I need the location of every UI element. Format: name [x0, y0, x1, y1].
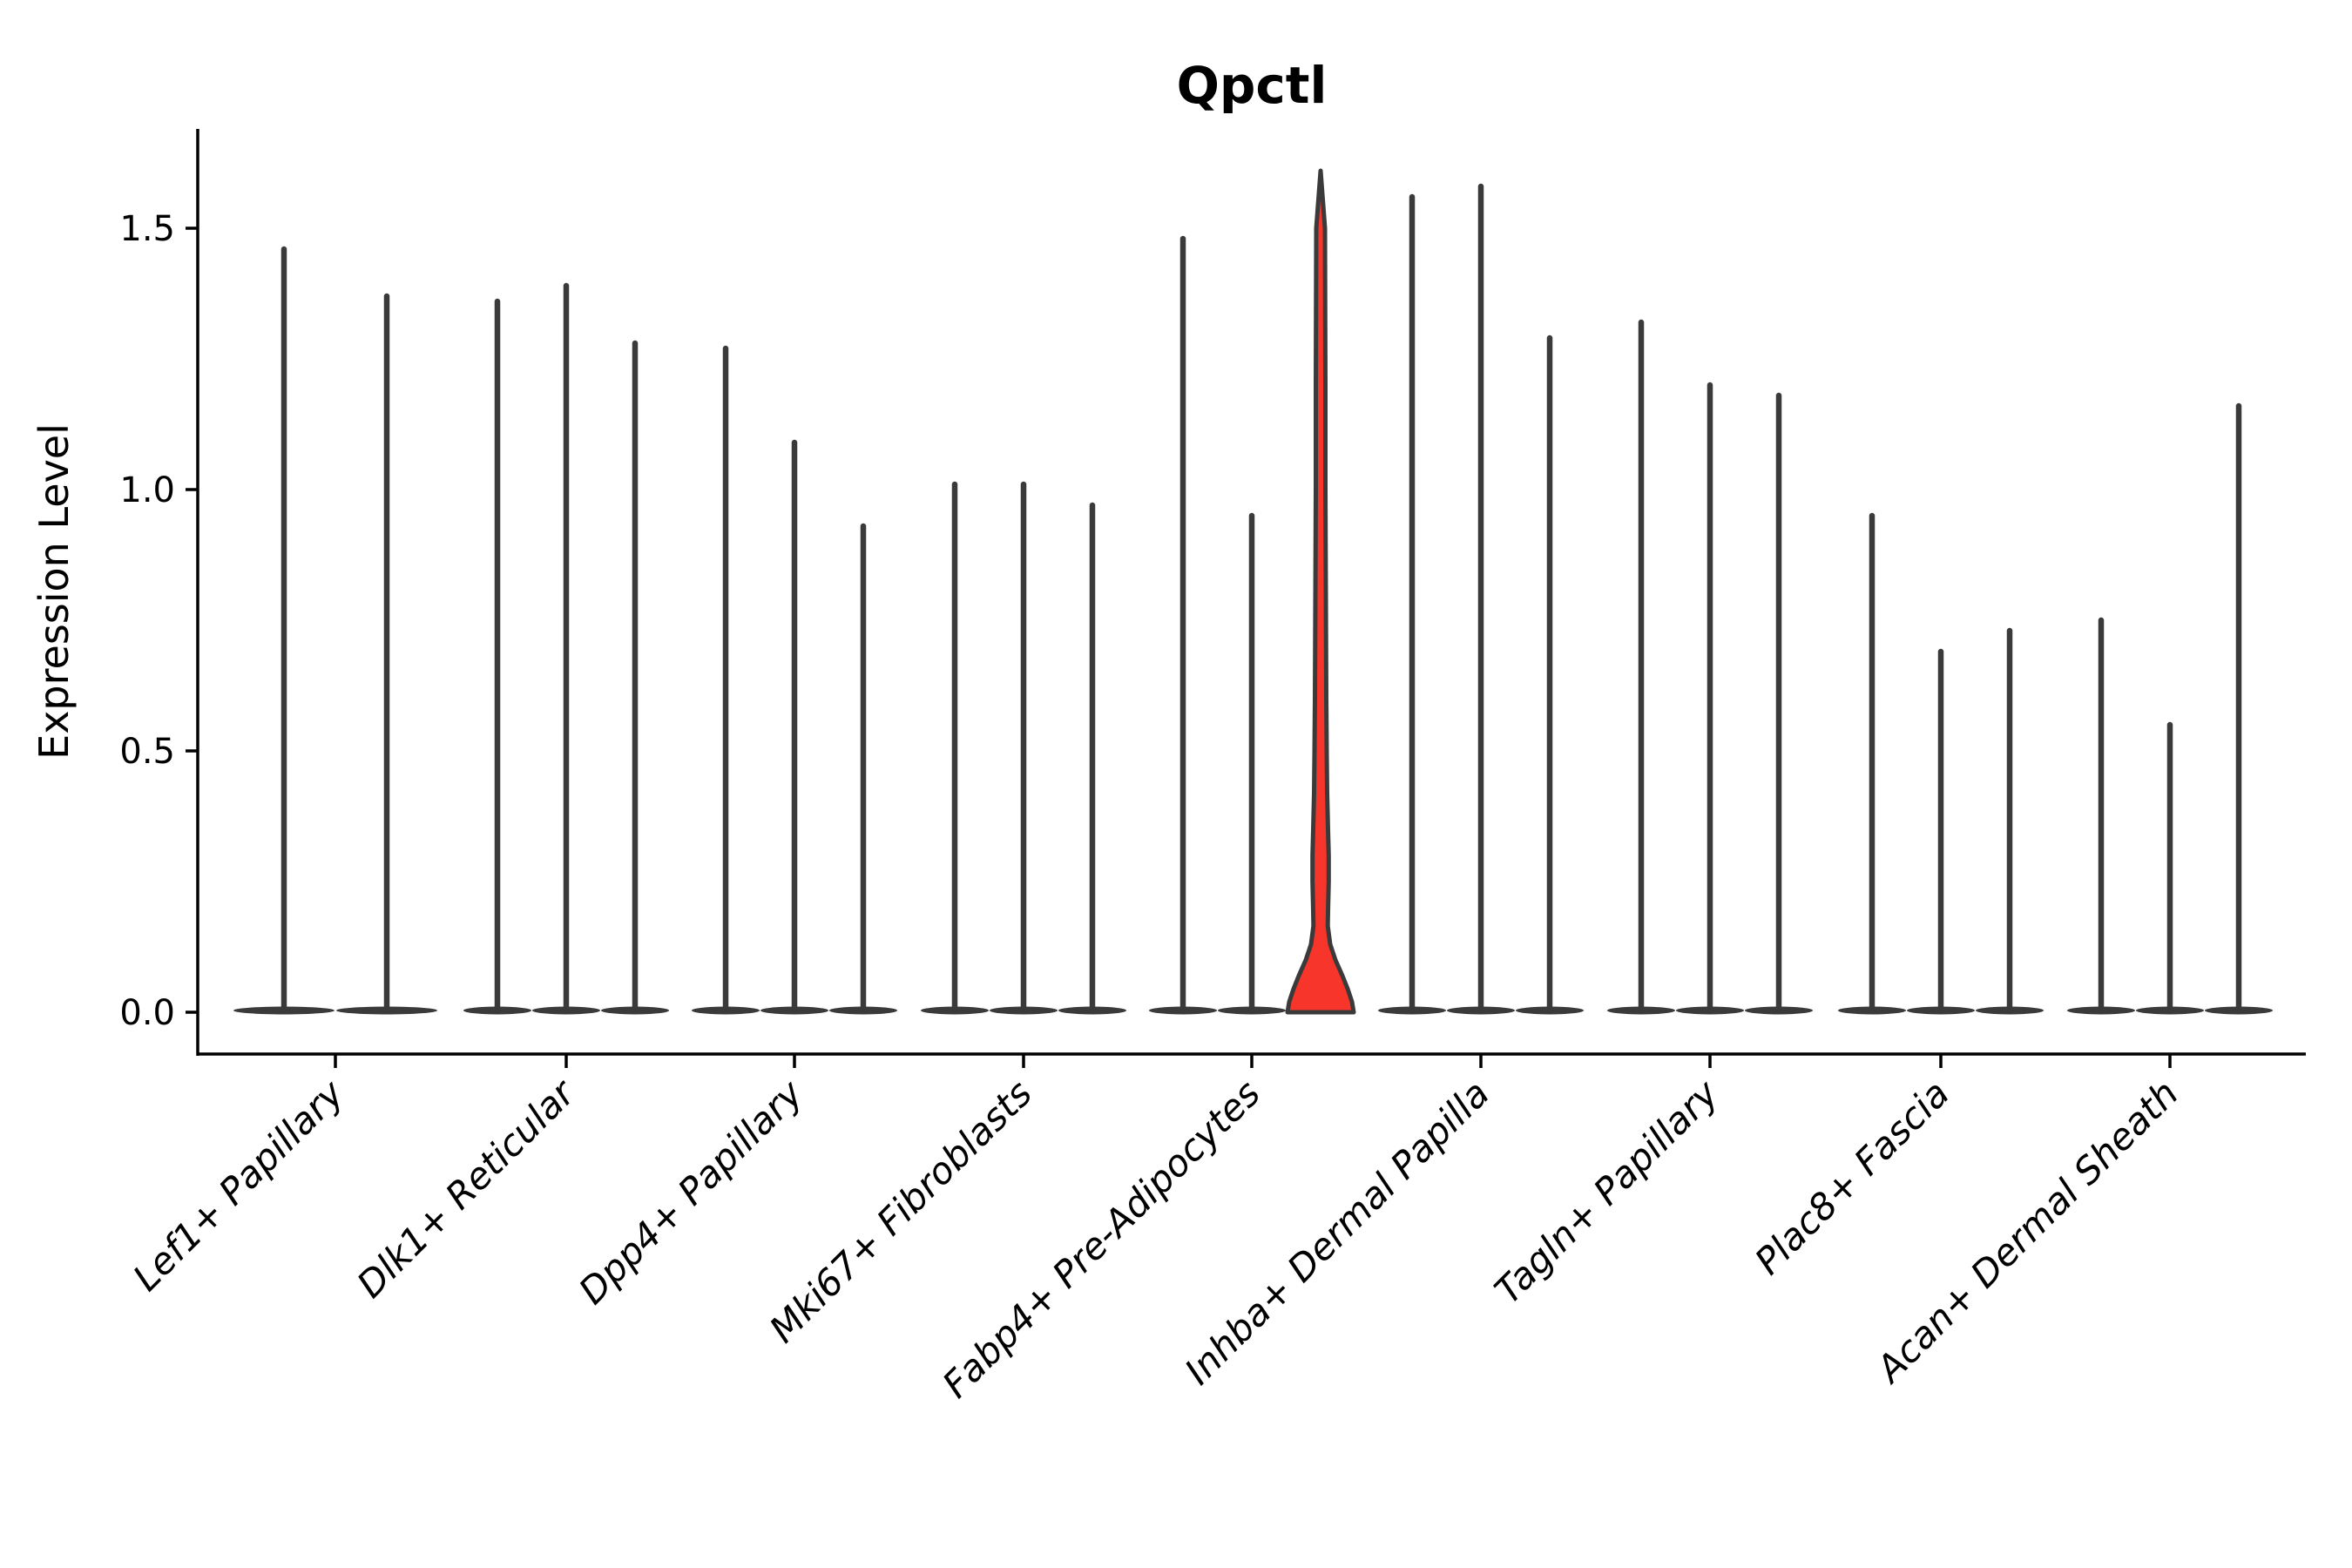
violin [2136, 721, 2204, 1015]
violin [990, 481, 1058, 1015]
y-tick-label: 0.0 [119, 993, 175, 1033]
violin [336, 293, 437, 1015]
y-tick-label: 1.5 [119, 209, 175, 249]
y-tick-label: 0.5 [119, 732, 175, 772]
violin [2205, 402, 2273, 1015]
violin [1976, 627, 2044, 1015]
violin [1149, 235, 1217, 1015]
violin [692, 345, 760, 1015]
violin [1745, 392, 1813, 1015]
violin [463, 298, 531, 1015]
violin [2067, 617, 2135, 1015]
violin [829, 523, 897, 1015]
violin [1218, 512, 1286, 1015]
violin [1838, 512, 1906, 1015]
y-axis-label: Expression Level [30, 423, 78, 760]
violin [1447, 183, 1515, 1015]
violin-highlighted [1285, 168, 1356, 1015]
violin [1058, 502, 1126, 1015]
y-tick-label: 1.0 [119, 470, 175, 510]
violin [1676, 382, 1744, 1015]
violin [233, 246, 335, 1015]
violin [1907, 648, 1975, 1015]
chart-title: Qpctl [1177, 56, 1328, 115]
violin [921, 481, 989, 1015]
violin [532, 282, 600, 1015]
violin [601, 340, 669, 1015]
highlight-violin-body [1285, 168, 1356, 1015]
violin [1607, 319, 1675, 1015]
violin [760, 439, 828, 1015]
violin [1378, 193, 1446, 1015]
violin [1516, 335, 1584, 1015]
